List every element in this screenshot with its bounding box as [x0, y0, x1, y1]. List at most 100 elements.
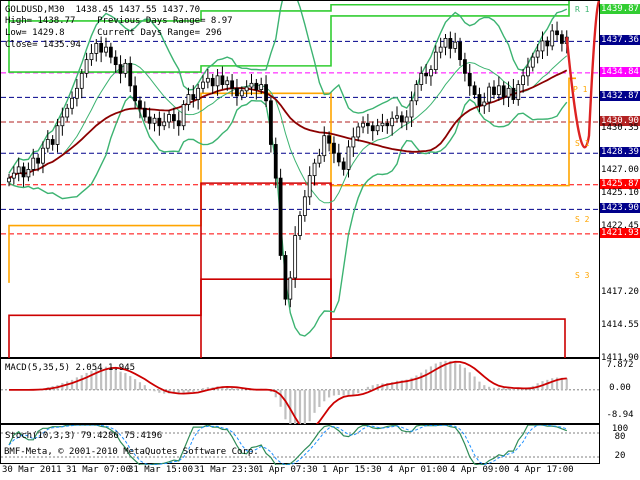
candle-body: [278, 177, 283, 256]
candle-body: [375, 125, 380, 132]
candle-body: [167, 114, 171, 123]
candle-body: [215, 75, 220, 87]
candle-body: [336, 152, 341, 163]
time-label: 1 Apr 07:30: [258, 465, 318, 475]
candle-body: [21, 166, 26, 178]
candle-body: [138, 100, 142, 109]
candle-body: [26, 168, 31, 178]
candle-body: [429, 69, 433, 77]
candle-body: [249, 82, 254, 88]
forecast-curve: [565, 1, 601, 149]
bollinger-upper-band: [8, 1, 568, 174]
candle-body: [443, 38, 448, 48]
candle-body: [45, 139, 50, 149]
time-label: 4 Apr 09:00: [450, 465, 510, 475]
candle-body: [341, 161, 346, 170]
price-axis-label: 1417.20: [601, 286, 639, 297]
price-axis-label: 1414.55: [601, 319, 639, 330]
moving-average-line: [8, 69, 568, 179]
candle-body: [487, 86, 492, 103]
candle-body: [162, 121, 167, 127]
candle-body: [94, 43, 99, 54]
time-label: 4 Apr 01:00: [388, 465, 448, 475]
candle-body: [526, 66, 530, 77]
pivot-s2-line: [8, 182, 566, 359]
stoch-axis-lower: 20: [614, 451, 626, 461]
candle-body: [210, 77, 215, 87]
candle-body: [108, 46, 113, 58]
pivot-r1-line: [8, 1, 570, 73]
candle-body: [399, 115, 404, 123]
candle-body: [351, 136, 356, 148]
candle-body: [89, 52, 94, 61]
candle-body: [409, 100, 414, 118]
copyright-text: BMF-Meta, © 2001-2010 MetaQuotes Softwar…: [4, 447, 259, 457]
price-axis-label: 1434.84: [600, 66, 640, 77]
price-axis-label: 1439.87: [600, 4, 640, 15]
candle-body: [16, 166, 21, 174]
candle-body: [50, 139, 55, 145]
price-axis[interactable]: 1439.87 1437.36 1434.84 1432.87 1430.90 1430.…: [600, 0, 640, 363]
candle-body: [433, 51, 438, 71]
stochastic-axis: 100 80 20: [600, 424, 640, 464]
candle-body: [65, 107, 70, 118]
bollinger-lower-band: [8, 94, 568, 337]
candle-body: [453, 41, 458, 49]
candle-body: [230, 80, 235, 89]
candle-body: [361, 122, 365, 128]
stoch-axis-upper: 80: [614, 432, 626, 442]
candle-body: [322, 135, 327, 157]
candle-body: [201, 81, 205, 89]
candle-body: [133, 85, 138, 102]
candle-body: [530, 56, 535, 68]
candle-body: [205, 77, 210, 83]
candle-body: [70, 97, 74, 109]
low-range-line: Low= 1429.8 Current Days Range= 296: [5, 28, 222, 38]
candle-body: [390, 117, 395, 127]
time-label: 31 Mar 15:00: [128, 465, 194, 475]
candle-body: [273, 144, 278, 179]
candle-body: [41, 147, 45, 164]
price-chart-canvas[interactable]: [1, 1, 601, 359]
time-label: 4 Apr 17:00: [514, 465, 574, 475]
pivot-s3-line: [200, 278, 332, 359]
candle-body: [496, 85, 501, 95]
candle-body: [385, 122, 390, 127]
price-axis-label: 1423.90: [600, 203, 640, 214]
time-axis[interactable]: 30 Mar 2011 31 Mar 07:00 31 Mar 15:00 31…: [0, 464, 600, 480]
candle-body: [220, 75, 225, 85]
price-axis-label: 1411.90: [601, 353, 639, 363]
stochastic-pane[interactable]: Stoch(10,3,3) 79.4286 75.4196: [0, 424, 601, 465]
candle-body: [516, 84, 521, 100]
bollinger-middle-band: [8, 55, 568, 204]
macd-axis-top: 7.872: [606, 360, 634, 370]
candle-body: [438, 46, 443, 53]
price-axis-label: 1425.10: [601, 188, 639, 199]
candle-body: [123, 62, 128, 74]
macd-axis-zero: 0.00: [609, 383, 631, 393]
time-label: 30 Mar 2011: [2, 465, 62, 475]
candle-body: [356, 126, 361, 138]
candle-body: [521, 75, 525, 85]
candle-body: [181, 104, 186, 127]
pivot-s1-line: [8, 77, 576, 283]
candle-body: [540, 40, 545, 52]
candle-body: [79, 72, 84, 89]
candle-body: [147, 116, 152, 124]
macd-pane[interactable]: MACD(5,35,5) 2.054 1.945: [0, 358, 601, 425]
candle-body: [298, 215, 302, 236]
candle-body: [235, 87, 239, 97]
candle-body: [186, 94, 191, 105]
candle-body: [142, 107, 147, 118]
close-line: Close= 1435.94: [5, 40, 81, 50]
stoch-signal-line: [8, 425, 567, 465]
candle-body: [128, 62, 133, 87]
time-label: 31 Mar 07:00: [66, 465, 132, 475]
candle-body: [225, 80, 230, 85]
candle-body: [511, 87, 516, 100]
macd-label: MACD(5,35,5) 2.054 1.945: [5, 363, 136, 373]
candle-body: [75, 87, 79, 99]
price-chart-pane[interactable]: GOLDUSD,M30 1438.45 1437.55 1437.70 High…: [0, 0, 601, 359]
candle-body: [424, 72, 429, 77]
